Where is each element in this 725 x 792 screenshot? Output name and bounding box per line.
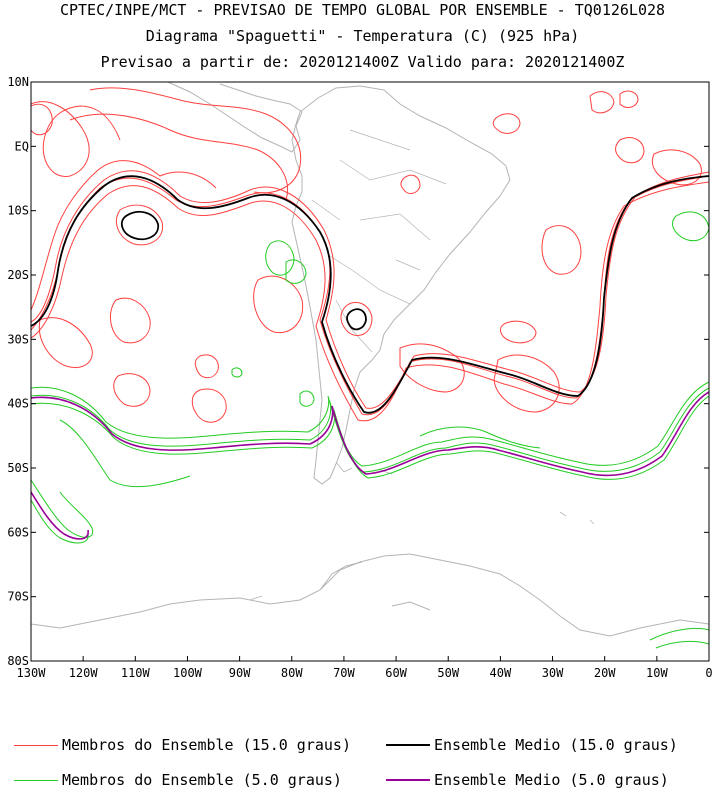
member-15-contour xyxy=(615,137,645,164)
lon-tick-label: 110W xyxy=(121,666,151,680)
member-5-contour xyxy=(31,499,89,544)
chart-title: CPTEC/INPE/MCT - PREVISAO DE TEMPO GLOBA… xyxy=(59,1,666,19)
lon-tick-label: 90W xyxy=(229,666,251,680)
member-15-contour xyxy=(191,388,227,423)
legend-members-15: Membros do Ensemble (15.0 graus) xyxy=(14,736,351,754)
lat-tick-label: 10S xyxy=(7,204,29,218)
member-5-contour xyxy=(265,240,295,276)
mean-5-contour xyxy=(31,391,709,477)
lat-tick-label: 40S xyxy=(7,397,29,411)
lat-tick-label: 50S xyxy=(7,461,29,475)
lon-tick-label: 10W xyxy=(646,666,668,680)
lon-tick-label: 40W xyxy=(490,666,512,680)
mean-15-contour xyxy=(346,308,367,331)
legend-label: Ensemble Medio (15.0 graus) xyxy=(434,736,678,754)
member-15-contour xyxy=(69,113,288,201)
lat-tick-label: 30S xyxy=(7,332,29,346)
member-5-contour xyxy=(31,387,709,473)
member-5-contour xyxy=(31,381,709,467)
lon-tick-label: 120W xyxy=(69,666,99,680)
member-15-contour xyxy=(589,91,615,114)
country-borders xyxy=(311,129,447,353)
member-15-contour xyxy=(253,275,304,334)
member-5-contour xyxy=(649,627,709,649)
chart-subtitle: Diagrama "Spaguetti" - Temperatura (C) (… xyxy=(145,27,580,45)
antarctica-coast xyxy=(31,553,709,637)
lon-tick-label: 60W xyxy=(385,666,407,680)
legend-label: Membros do Ensemble (5.0 graus) xyxy=(62,771,342,789)
lon-tick-label: 30W xyxy=(542,666,564,680)
antarctic-peninsula xyxy=(319,561,431,611)
map-frame xyxy=(30,81,710,662)
member-15-contour xyxy=(31,101,121,177)
member-5-contour xyxy=(231,367,243,378)
member-15-contour xyxy=(116,204,164,246)
legend-swatch-green xyxy=(14,779,58,781)
legend-swatch-purple xyxy=(386,779,430,781)
member-15-contour xyxy=(89,87,302,194)
lon-tick-label: 100W xyxy=(173,666,203,680)
member-15-contour xyxy=(541,225,582,275)
member-15-contour xyxy=(38,317,93,368)
member-5-contour xyxy=(285,259,307,284)
legend-mean-5: Ensemble Medio (5.0 graus) xyxy=(386,771,669,789)
lon-tick-label: 0 xyxy=(705,666,712,680)
lon-tick-label: 20W xyxy=(594,666,616,680)
member-15-contour xyxy=(113,373,151,407)
member-5-contour xyxy=(419,426,541,449)
member-15-contour xyxy=(31,181,709,422)
lon-tick-label: 80W xyxy=(281,666,303,680)
members-15-contours xyxy=(31,87,709,423)
lat-tick-label: 80S xyxy=(7,654,29,668)
legend-label: Membros do Ensemble (15.0 graus) xyxy=(62,736,351,754)
longitude-axis: 130W 120W 110W 100W 90W 80W 70W 60W 50W 40W 30W 20W… xyxy=(17,656,713,680)
islands xyxy=(249,461,595,601)
member-15-contour xyxy=(500,320,537,344)
member-15-contour xyxy=(31,103,53,136)
member-5-contour xyxy=(31,395,709,480)
member-15-contour xyxy=(109,297,151,344)
member-5-contour xyxy=(672,211,709,242)
lon-tick-label: 70W xyxy=(333,666,355,680)
mean-15-contour xyxy=(120,210,159,241)
member-15-contour xyxy=(31,160,217,311)
member-5-contour xyxy=(299,390,315,407)
legend-swatch-red xyxy=(14,744,58,746)
member-15-contour xyxy=(652,149,702,186)
legend-swatch-black xyxy=(386,744,430,746)
member-15-contour xyxy=(619,90,639,108)
member-15-contour xyxy=(492,113,521,134)
forecast-time-label: Previsao a partir de: 2020121400Z Valido… xyxy=(100,53,625,71)
lat-tick-label: EQ xyxy=(15,139,29,153)
lat-tick-label: 10N xyxy=(7,75,29,89)
lon-tick-label: 130W xyxy=(17,666,47,680)
mean-5-contour xyxy=(31,491,89,540)
plot-area xyxy=(31,82,709,649)
legend-mean-15: Ensemble Medio (15.0 graus) xyxy=(386,736,678,754)
coastlines xyxy=(31,82,709,637)
latitude-axis: 10N EQ 10S 20S 30S 40S 50S 60S 70S 80S xyxy=(7,75,709,668)
member-15-contour xyxy=(493,354,560,413)
lat-tick-label: 70S xyxy=(7,590,29,604)
member-15-contour xyxy=(31,170,709,409)
lat-tick-label: 60S xyxy=(7,525,29,539)
legend-members-5: Membros do Ensemble (5.0 graus) xyxy=(14,771,342,789)
member-5-contour xyxy=(59,419,191,488)
lat-tick-label: 20S xyxy=(7,268,29,282)
central-america-coast xyxy=(167,82,303,153)
member-15-contour xyxy=(400,174,421,194)
member-15-contour xyxy=(340,302,373,336)
members-5-contours xyxy=(31,211,709,649)
member-15-contour xyxy=(399,343,465,393)
mean-15-contour xyxy=(31,175,709,414)
lon-tick-label: 50W xyxy=(437,666,459,680)
member-5-contour xyxy=(31,479,94,538)
south-america-coast xyxy=(291,85,511,485)
legend-label: Ensemble Medio (5.0 graus) xyxy=(434,771,669,789)
member-15-contour xyxy=(194,354,219,379)
